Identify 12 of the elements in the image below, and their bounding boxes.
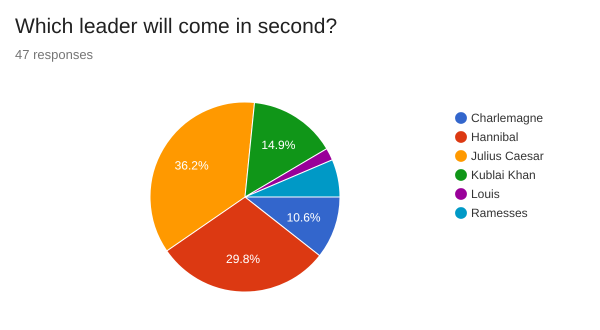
data-label: 10.6% — [286, 210, 321, 224]
data-label: 36.2% — [174, 158, 209, 172]
legend-label: Ramesses — [471, 206, 528, 220]
legend-label: Kublai Khan — [471, 168, 536, 182]
data-label: 29.8% — [226, 252, 260, 266]
chart-title: Which leader will come in second? — [15, 15, 338, 38]
legend-label: Julius Caesar — [471, 149, 544, 163]
chart-subtitle: 47 responses — [15, 47, 94, 62]
legend-label: Louis — [471, 187, 500, 201]
legend-label: Charlemagne — [471, 111, 544, 125]
data-label: 14.9% — [261, 138, 296, 152]
legend-label: Hannibal — [471, 130, 518, 144]
